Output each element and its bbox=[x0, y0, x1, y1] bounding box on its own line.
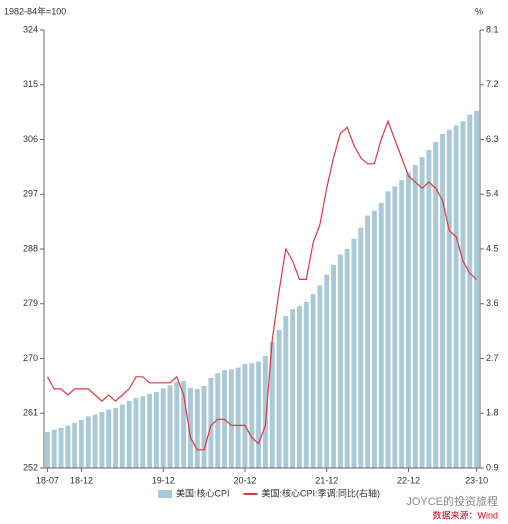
bar bbox=[126, 401, 132, 468]
x-tick-label: 21-12 bbox=[315, 475, 338, 485]
y-tick-label: 306 bbox=[23, 134, 38, 144]
bar bbox=[174, 381, 180, 468]
bar bbox=[446, 129, 452, 468]
bar bbox=[160, 388, 166, 468]
y2-tick-label: 0.9 bbox=[486, 462, 499, 472]
y2-axis-label: % bbox=[475, 6, 483, 16]
bar bbox=[106, 409, 112, 468]
bar bbox=[85, 416, 91, 468]
bar bbox=[181, 381, 187, 468]
y-tick-label: 252 bbox=[23, 462, 38, 472]
bar bbox=[79, 419, 84, 468]
y-tick-label: 279 bbox=[23, 298, 38, 308]
x-tick-label: 20-12 bbox=[233, 475, 256, 485]
bar bbox=[426, 149, 432, 468]
y2-tick-label: 6.3 bbox=[486, 134, 499, 144]
bar bbox=[256, 361, 262, 468]
bar bbox=[419, 157, 425, 468]
bar bbox=[297, 306, 302, 468]
bar bbox=[351, 238, 357, 468]
bar bbox=[385, 191, 391, 469]
bar bbox=[378, 202, 384, 468]
bar bbox=[119, 404, 125, 468]
source: 数据来源：Wind bbox=[432, 509, 498, 520]
bar bbox=[249, 363, 255, 468]
y2-tick-label: 8.1 bbox=[486, 24, 499, 34]
x-tick-label: 18-07 bbox=[36, 475, 59, 485]
bar bbox=[228, 369, 234, 468]
bar bbox=[215, 373, 221, 468]
bar bbox=[153, 391, 159, 468]
bar bbox=[474, 110, 480, 469]
bar bbox=[51, 429, 57, 468]
bar bbox=[433, 141, 439, 468]
bar bbox=[99, 412, 105, 468]
y-tick-label: 324 bbox=[23, 24, 38, 34]
bar bbox=[412, 165, 418, 469]
y-tick-label: 261 bbox=[23, 408, 38, 418]
bar bbox=[92, 414, 98, 468]
bar bbox=[440, 134, 445, 468]
bar bbox=[331, 264, 336, 468]
bar bbox=[371, 210, 377, 469]
bar bbox=[310, 294, 316, 468]
x-tick-label: 22-12 bbox=[397, 475, 420, 485]
y-tick-label: 270 bbox=[23, 353, 38, 363]
bar bbox=[262, 356, 268, 468]
bar bbox=[283, 315, 289, 468]
y2-tick-label: 7.2 bbox=[486, 79, 499, 89]
bar bbox=[399, 180, 405, 468]
bar bbox=[290, 309, 296, 468]
bar bbox=[337, 254, 343, 468]
bar bbox=[365, 215, 371, 468]
bar bbox=[324, 274, 330, 468]
watermark: JOYCE的投资旅程 bbox=[406, 494, 498, 508]
y2-tick-label: 1.8 bbox=[486, 408, 499, 418]
bar bbox=[58, 427, 64, 468]
y-tick-label: 297 bbox=[23, 189, 38, 199]
x-tick-label: 18-12 bbox=[70, 475, 93, 485]
bar bbox=[133, 398, 139, 468]
bar bbox=[344, 249, 350, 468]
bar bbox=[235, 367, 241, 468]
bar bbox=[72, 422, 78, 468]
bar bbox=[242, 363, 248, 468]
bar bbox=[358, 227, 364, 468]
y2-tick-label: 2.7 bbox=[486, 353, 499, 363]
bar bbox=[113, 407, 118, 468]
bar bbox=[460, 121, 466, 468]
y2-tick-label: 4.5 bbox=[486, 243, 499, 253]
bar bbox=[303, 301, 309, 468]
bar bbox=[140, 396, 146, 468]
legend-label: 美国:核心CPI:季调:同比(右轴) bbox=[262, 487, 381, 498]
bar bbox=[392, 186, 398, 468]
bar bbox=[65, 425, 71, 468]
bar bbox=[201, 385, 207, 468]
bar bbox=[453, 125, 459, 468]
bar bbox=[276, 329, 282, 468]
y-tick-label: 315 bbox=[23, 79, 38, 89]
x-tick-label: 23-10 bbox=[465, 475, 488, 485]
y-tick-label: 288 bbox=[23, 243, 38, 253]
y2-tick-label: 5.4 bbox=[486, 189, 499, 199]
bar bbox=[194, 388, 200, 468]
bar bbox=[44, 432, 50, 468]
y2-tick-label: 3.6 bbox=[486, 298, 499, 308]
y-axis-label: 1982-84年=100 bbox=[4, 5, 66, 16]
bar bbox=[147, 393, 153, 468]
bar bbox=[467, 114, 473, 468]
legend-swatch bbox=[158, 490, 172, 498]
bar bbox=[317, 285, 323, 468]
bar bbox=[208, 377, 214, 468]
bar bbox=[188, 387, 193, 468]
bar bbox=[406, 172, 411, 468]
bar bbox=[167, 385, 173, 468]
bar bbox=[269, 342, 275, 468]
x-tick-label: 19-12 bbox=[152, 475, 175, 485]
legend-label: 美国:核心CPI bbox=[176, 487, 230, 498]
line bbox=[46, 119, 478, 451]
